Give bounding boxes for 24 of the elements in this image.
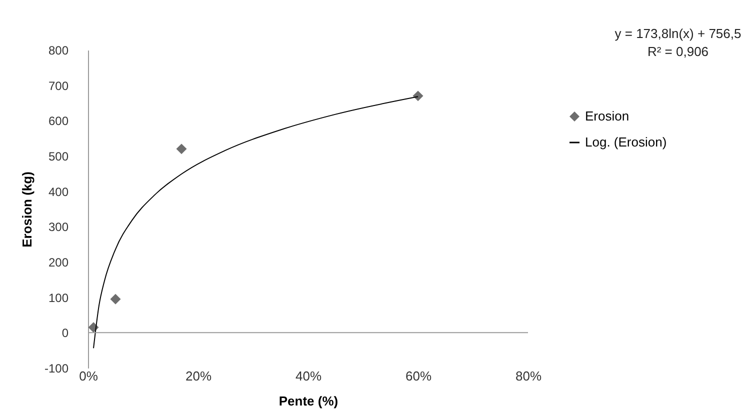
x-tick-label: 0% <box>79 368 98 384</box>
y-tick-label: 400 <box>48 184 69 199</box>
legend-label: Log. (Erosion) <box>585 134 667 150</box>
y-tick-label: 0 <box>62 326 69 340</box>
x-tick-label: 60% <box>405 368 432 384</box>
point <box>176 144 187 154</box>
x-axis-title: Pente (%) <box>278 394 338 408</box>
y-tick-label: 200 <box>48 256 69 270</box>
y-tick-label: 800 <box>48 44 69 58</box>
x-tick-label: 20% <box>185 368 212 384</box>
y-tick-label: 500 <box>48 150 69 164</box>
point <box>110 294 121 304</box>
x-tick-label: 80% <box>515 368 542 384</box>
y-tick-label: 700 <box>48 78 69 93</box>
text: R² = 0,906 <box>647 44 709 59</box>
y-axis-title: Erosion (kg) <box>19 172 34 248</box>
point <box>412 90 424 102</box>
y-tick-label: 300 <box>48 220 69 234</box>
y-tick-label: 600 <box>48 114 69 128</box>
y-tick-label: -100 <box>44 362 69 376</box>
legend-label: Erosion <box>585 108 630 124</box>
y-tick-label: 100 <box>48 290 69 305</box>
x-tick-label: 40% <box>295 368 322 384</box>
text: y = 173,8ln(x) + 756,5 <box>614 26 742 41</box>
